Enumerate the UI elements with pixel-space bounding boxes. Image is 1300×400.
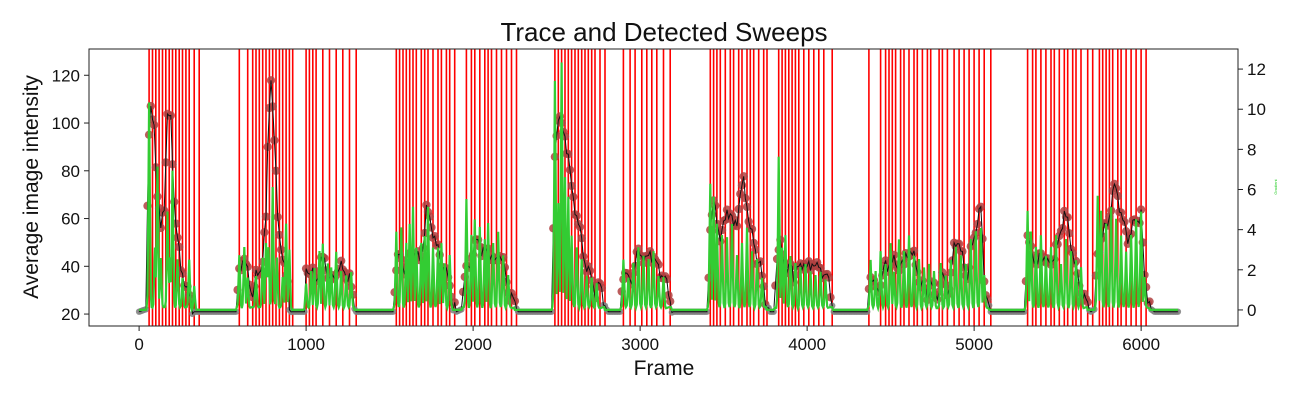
chart-title: Trace and Detected Sweeps (500, 17, 827, 47)
y2-axis-ticks: 0 2 4 6 8 10 12 (1238, 60, 1266, 320)
x-tick-label: 0 (134, 335, 143, 354)
y-tick-label: 100 (52, 114, 80, 133)
gradient-line (139, 62, 1178, 313)
x-tick-label: 4000 (788, 335, 826, 354)
y-tick-label: 120 (52, 66, 80, 85)
y-tick-label: 40 (61, 257, 80, 276)
y2-tick-label: 4 (1247, 221, 1256, 240)
y-tick-label: 20 (61, 305, 80, 324)
x-axis-label: Frame (634, 357, 695, 380)
y2-tick-label: 10 (1247, 100, 1266, 119)
y2-axis-label: Gradient (1273, 178, 1278, 194)
y2-tick-label: 12 (1247, 60, 1266, 79)
y2-tick-label: 6 (1247, 181, 1256, 200)
plot-frame (88, 48, 1239, 327)
x-tick-label: 6000 (1122, 335, 1160, 354)
x-tick-label: 3000 (621, 335, 659, 354)
y-tick-label: 80 (61, 162, 80, 181)
y2-tick-label: 2 (1247, 261, 1256, 280)
gradient-series (139, 62, 1178, 313)
x-tick-label: 1000 (287, 335, 325, 354)
x-axis-ticks: 0 1000 2000 3000 4000 5000 6000 (134, 326, 1160, 354)
y-axis-label: Average image intensity (20, 75, 43, 299)
intensity-line (138, 80, 1178, 316)
y2-tick-label: 8 (1247, 140, 1256, 159)
y-axis-ticks: 20 40 60 80 100 120 (52, 66, 89, 324)
x-tick-label: 2000 (454, 335, 492, 354)
y-tick-label: 60 (61, 210, 80, 229)
x-tick-label: 5000 (955, 335, 993, 354)
y2-tick-label: 0 (1247, 301, 1256, 320)
